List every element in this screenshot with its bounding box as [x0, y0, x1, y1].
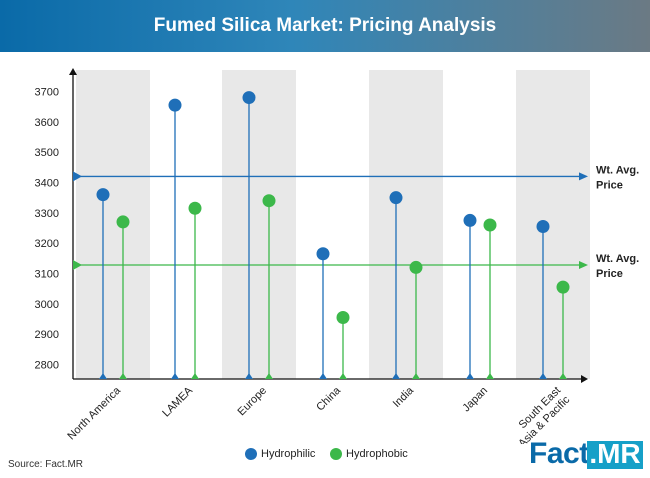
x-category-label: LAMEA [160, 384, 195, 419]
hydrophobic-point [483, 218, 497, 232]
hydrophilic-point [96, 188, 110, 202]
avg-price-start-marker [73, 260, 82, 271]
logo-mr-text: .MR [589, 438, 641, 469]
logo-fact-text: Fact [529, 437, 589, 470]
hydrophilic-point [316, 247, 330, 261]
column-band [222, 70, 296, 379]
y-axis-arrow [69, 68, 77, 75]
y-tick-label: 3500 [35, 147, 59, 159]
legend-item-hydrophilic: Hydrophilic [245, 446, 315, 462]
hydrophobic-point [409, 260, 423, 274]
x-category-label: India [391, 384, 417, 410]
legend-marker-hydrophobic [330, 448, 342, 460]
y-tick-label: 3000 [35, 299, 59, 311]
hydrophobic-base-marker [486, 373, 494, 379]
x-category-label: China [314, 384, 343, 413]
avg-price-arrow [579, 172, 588, 181]
chart-area: 2800 2900 3000 3100 3200 3300 3400 3500 3600 3700… [35, 68, 639, 444]
y-tick-label: 3200 [35, 238, 59, 250]
hydrophobic-point [188, 201, 202, 215]
fact-mr-logo: Fact .MR [529, 437, 644, 473]
x-category-label: Europe [236, 385, 270, 419]
x-axis-arrow [581, 375, 588, 383]
source-note: Source: Fact.MR [8, 459, 84, 470]
y-tick-label: 3400 [35, 178, 59, 190]
title-banner [0, 0, 650, 52]
legend-marker-hydrophilic [245, 448, 257, 460]
hydrophilic-base-marker [245, 373, 253, 379]
y-tick-label: 2800 [35, 360, 59, 372]
y-tick-label: 2900 [35, 329, 59, 341]
hydrophilic-base-marker [319, 373, 327, 379]
legend-label-hydrophilic: Hydrophilic [261, 448, 316, 460]
hydrophobic-point [336, 310, 350, 324]
x-category-label: Japan [460, 385, 490, 415]
column-band [76, 70, 150, 379]
avg-price-label: Price [596, 268, 623, 280]
hydrophilic-base-marker [539, 373, 547, 379]
hydrophilic-point [463, 213, 477, 227]
hydrophilic-base-marker [99, 373, 107, 379]
avg-price-label: Wt. Avg. [596, 164, 639, 176]
hydrophobic-base-marker [412, 373, 420, 379]
avg-price-arrow [579, 261, 588, 270]
hydrophobic-point [116, 215, 130, 229]
hydrophobic-base-marker [265, 373, 273, 379]
hydrophobic-base-marker [119, 373, 127, 379]
legend-item-hydrophobic: Hydrophobic [330, 446, 408, 462]
hydrophilic-point [168, 98, 182, 112]
chart-title: Fumed Silica Market: Pricing Analysis [153, 15, 497, 36]
hydrophilic-base-marker [466, 373, 474, 379]
y-tick-label: 3100 [35, 269, 59, 281]
hydrophobic-base-marker [559, 373, 567, 379]
legend: Hydrophilic Hydrophobic [0, 446, 650, 462]
hydrophilic-base-marker [392, 373, 400, 379]
y-tick-label: 3300 [35, 208, 59, 220]
column-band [516, 70, 590, 379]
avg-price-label: Price [596, 179, 623, 191]
hydrophobic-base-marker [191, 373, 199, 379]
column-band [369, 70, 443, 379]
avg-price-label: Wt. Avg. [596, 253, 639, 265]
y-tick-label: 3600 [35, 117, 59, 129]
hydrophobic-point [556, 280, 570, 294]
hydrophilic-point [389, 191, 403, 205]
x-category-label: North America [65, 384, 123, 442]
x-category-label: South EastAsia & Pacific [507, 384, 573, 444]
hydrophilic-point [242, 91, 256, 105]
hydrophobic-point [262, 194, 276, 208]
legend-label-hydrophobic: Hydrophobic [346, 448, 408, 460]
avg-price-start-marker [73, 171, 82, 182]
hydrophobic-base-marker [339, 373, 347, 379]
hydrophilic-point [536, 219, 550, 233]
hydrophilic-base-marker [171, 373, 179, 379]
logo-box [587, 441, 643, 469]
y-tick-label: 3700 [35, 87, 59, 99]
